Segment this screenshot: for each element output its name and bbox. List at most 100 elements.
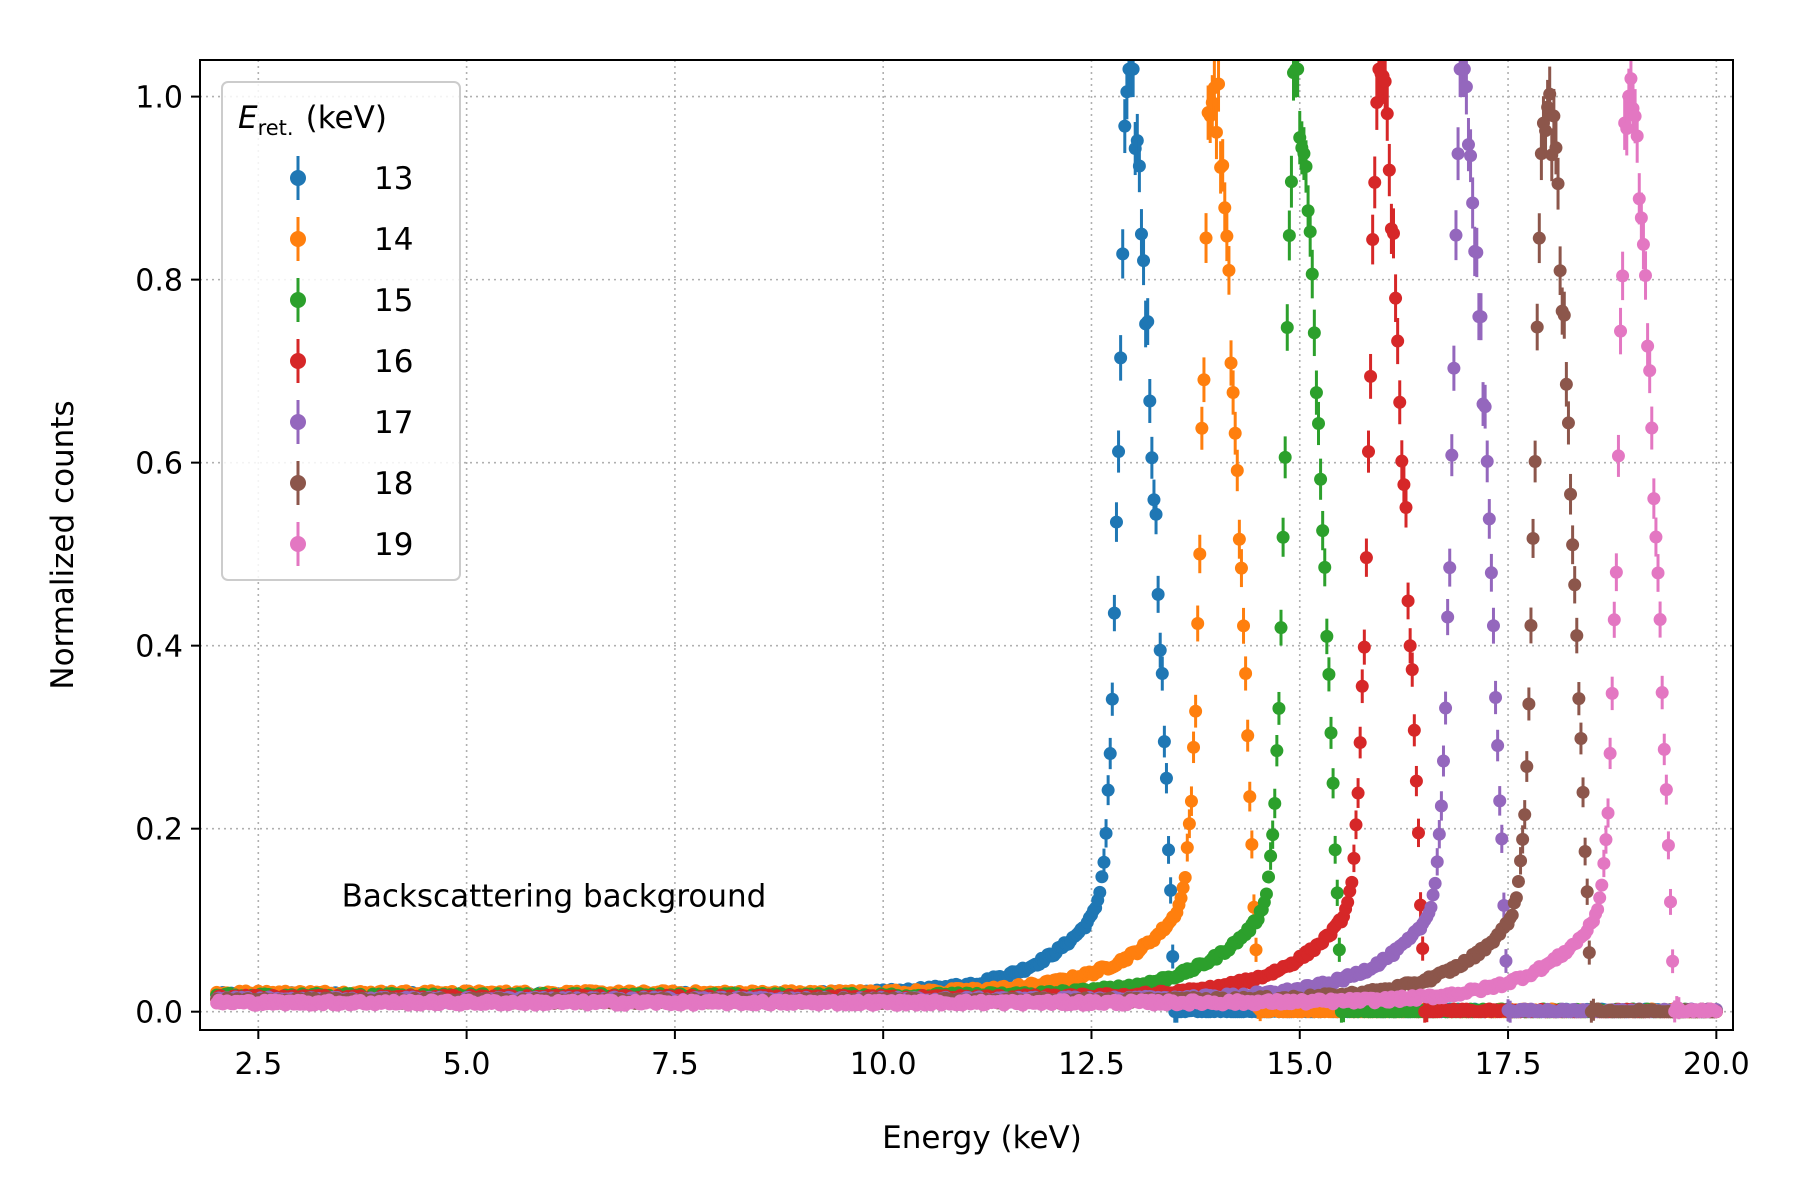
series-19 — [210, 60, 1723, 1023]
data-point — [1532, 231, 1546, 245]
data-point — [1474, 310, 1488, 324]
data-point — [1580, 885, 1594, 899]
data-point — [1245, 837, 1259, 851]
data-point — [1566, 538, 1580, 552]
data-point — [1218, 201, 1232, 215]
data-point — [1312, 416, 1326, 430]
data-point — [1314, 472, 1328, 486]
data-point — [1464, 149, 1478, 163]
data-point — [1209, 125, 1223, 139]
data-point — [1526, 531, 1540, 545]
data-point — [1409, 774, 1423, 788]
data-point — [1155, 667, 1169, 681]
data-point — [1401, 594, 1415, 608]
data-point — [1493, 794, 1507, 808]
data-point — [1449, 228, 1463, 242]
data-point — [1553, 264, 1567, 278]
data-point — [1126, 62, 1140, 76]
data-point — [1220, 229, 1234, 243]
data-point — [1516, 832, 1530, 846]
data-point — [1505, 908, 1519, 922]
data-point — [1578, 845, 1592, 859]
data-point — [1259, 887, 1273, 901]
data-point — [1103, 747, 1117, 761]
data-point — [1107, 606, 1121, 620]
data-point — [1226, 386, 1240, 400]
data-point — [1149, 507, 1163, 521]
data-point — [1228, 426, 1242, 440]
data-point — [1162, 843, 1176, 857]
data-point — [1366, 233, 1380, 247]
data-point — [1539, 124, 1553, 138]
data-point — [1361, 445, 1375, 459]
data-point — [1305, 267, 1319, 281]
data-point — [1239, 666, 1253, 680]
data-point — [1386, 226, 1400, 240]
data-point — [1489, 691, 1503, 705]
data-point — [1405, 663, 1419, 677]
data-point — [1212, 77, 1226, 91]
data-point — [1299, 159, 1313, 173]
data-point — [1345, 875, 1359, 889]
data-point — [1195, 421, 1209, 435]
data-point — [1307, 326, 1321, 340]
data-point — [1178, 870, 1192, 884]
data-point — [1445, 448, 1459, 462]
data-point — [1397, 478, 1411, 492]
data-point — [1439, 701, 1453, 715]
data-point — [1184, 794, 1198, 808]
data-point — [1095, 870, 1109, 884]
data-point — [1443, 561, 1457, 575]
data-point — [1432, 827, 1446, 841]
data-point — [1428, 876, 1442, 890]
data-point — [1349, 818, 1363, 832]
data-point — [1097, 855, 1111, 869]
data-point — [1484, 566, 1498, 580]
data-point — [1303, 225, 1317, 239]
data-point — [1237, 619, 1251, 633]
data-point — [1193, 547, 1207, 561]
data-point — [1582, 946, 1596, 960]
data-point — [1389, 291, 1403, 305]
data-point — [1364, 369, 1378, 383]
data-point — [1274, 621, 1288, 635]
data-point — [1243, 790, 1257, 804]
data-point — [1143, 394, 1157, 408]
data-point — [1328, 843, 1342, 857]
data-point — [1341, 895, 1355, 909]
data-point — [1134, 227, 1148, 241]
data-point — [1109, 515, 1123, 529]
data-point — [1268, 796, 1282, 810]
data-point — [1522, 697, 1536, 711]
series-layer — [210, 60, 1723, 1023]
data-point — [1407, 723, 1421, 737]
data-point — [1459, 80, 1473, 94]
data-point — [1530, 320, 1544, 334]
data-point — [1145, 451, 1159, 465]
data-point — [1557, 308, 1571, 322]
data-point — [1157, 735, 1171, 749]
data-point — [1232, 532, 1246, 546]
data-point — [1132, 159, 1146, 173]
data-point — [1105, 692, 1119, 706]
data-point — [1118, 119, 1132, 133]
data-point — [1241, 729, 1255, 743]
data-point — [1197, 373, 1211, 387]
data-point — [1482, 512, 1496, 526]
data-point — [1284, 175, 1298, 189]
data-point — [1399, 500, 1413, 514]
data-point — [1187, 740, 1201, 754]
data-point — [1112, 445, 1126, 459]
data-point — [1359, 551, 1373, 565]
data-point — [1199, 231, 1213, 245]
data-point — [1316, 524, 1330, 538]
data-point — [1101, 783, 1115, 797]
data-point — [1297, 147, 1311, 161]
data-point — [1176, 881, 1190, 895]
data-point — [1151, 587, 1165, 601]
data-point — [1411, 826, 1425, 840]
data-point — [1457, 62, 1471, 76]
data-point — [1395, 454, 1409, 468]
data-point — [1291, 62, 1305, 76]
data-point — [1353, 736, 1367, 750]
